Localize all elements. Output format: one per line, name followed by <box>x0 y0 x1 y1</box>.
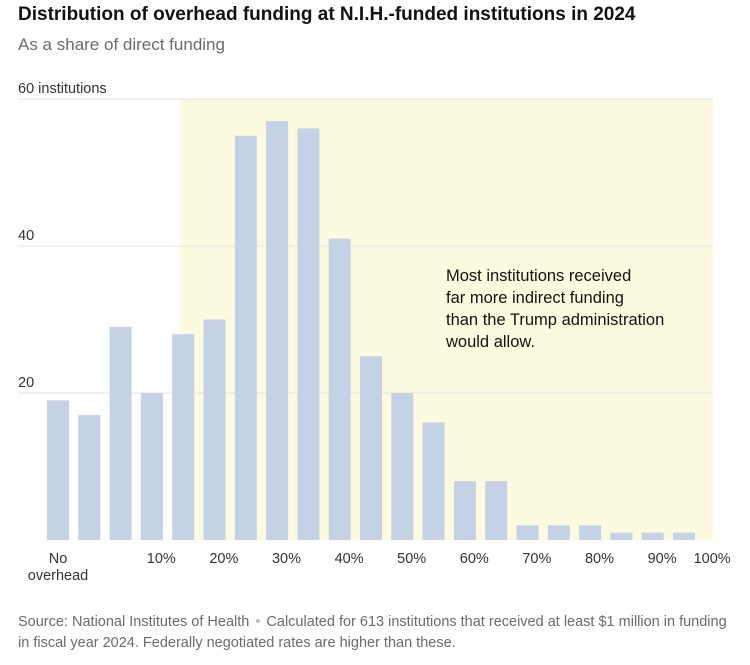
bar <box>422 422 445 540</box>
bar <box>78 415 101 540</box>
bar <box>579 525 602 540</box>
x-tick-label: 20% <box>209 551 238 567</box>
y-tick-label: 40 <box>18 228 34 244</box>
bar <box>172 334 195 540</box>
bar <box>266 121 289 541</box>
x-tick-label: 90% <box>648 551 677 567</box>
x-tick-label: No <box>49 551 68 567</box>
y-tick-label: 60 institutions <box>18 81 107 97</box>
source-note: Source: National Institutes of Health <box>18 614 250 630</box>
x-tick-label: 80% <box>585 551 614 567</box>
chart-title: Distribution of overhead funding at N.I.… <box>18 4 636 25</box>
annotation-line: far more indirect funding <box>446 289 624 307</box>
bar <box>297 128 320 540</box>
bar <box>516 525 539 540</box>
bar <box>453 481 476 540</box>
bar <box>203 319 226 540</box>
x-tick-label: 10% <box>147 551 176 567</box>
bar <box>47 400 69 540</box>
x-tick-label: 30% <box>272 551 301 567</box>
separator-dot: • <box>255 614 261 630</box>
annotation-line: than the Trump administration <box>446 311 664 329</box>
bar <box>673 532 695 540</box>
bar <box>109 326 132 540</box>
x-tick-label: overhead <box>28 568 88 584</box>
bar <box>547 525 570 540</box>
x-tick-label: 40% <box>335 551 364 567</box>
bar <box>485 481 508 540</box>
bar <box>328 238 351 540</box>
bar <box>391 393 414 540</box>
chart-subtitle: As a share of direct funding <box>18 35 225 54</box>
x-tick-label: 60% <box>460 551 489 567</box>
bar <box>234 135 257 540</box>
x-tick-label: 50% <box>397 551 426 567</box>
bar <box>610 532 633 540</box>
chart-footer: Source: National Institutes of Health • Ca… <box>18 612 740 654</box>
bar <box>641 532 664 540</box>
methodology-note: Calculated for 613 institutions that rec… <box>18 614 727 651</box>
x-tick-label: 100% <box>694 551 731 567</box>
bar <box>360 356 382 540</box>
annotation-line: would allow. <box>445 333 535 351</box>
x-tick-label: 70% <box>522 551 551 567</box>
bar <box>140 393 163 540</box>
annotation-line: Most institutions received <box>446 267 631 285</box>
y-tick-label: 20 <box>18 375 34 391</box>
